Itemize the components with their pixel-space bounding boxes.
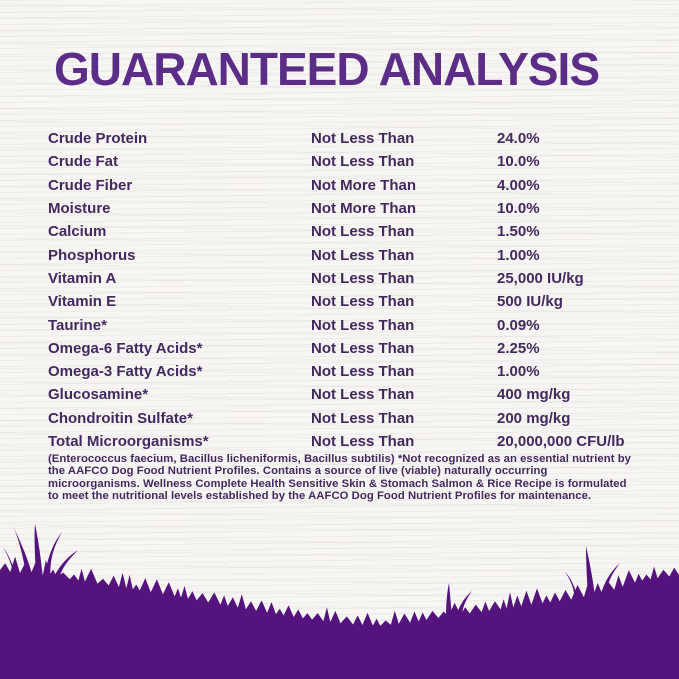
nutrient-condition: Not Less Than xyxy=(311,269,415,287)
table-row: Omega-6 Fatty Acids* Not Less Than 2.25% xyxy=(48,337,648,360)
nutrient-name: Calcium xyxy=(48,223,107,241)
nutrient-value: 10.0% xyxy=(497,200,540,218)
table-row: Moisture Not More Than 10.0% xyxy=(48,197,648,220)
grass-blade xyxy=(586,546,595,597)
table-row: Glucosamine* Not Less Than 400 mg/kg xyxy=(48,383,648,406)
grass-blade xyxy=(44,532,62,580)
nutrient-condition: Not Less Than xyxy=(311,433,415,450)
nutrient-value: 20,000,000 CFU/lb xyxy=(497,433,625,450)
nutrient-value: 25,000 IU/kg xyxy=(497,269,584,287)
nutrient-name: Vitamin A xyxy=(48,269,117,287)
table-row: Taurine* Not Less Than 0.09% xyxy=(48,313,648,336)
nutrient-value: 2.25% xyxy=(497,339,540,357)
nutrient-condition: Not More Than xyxy=(311,200,416,218)
nutrient-value: 4.00% xyxy=(497,176,540,194)
nutrient-condition: Not Less Than xyxy=(311,130,415,148)
footnote-text: (Enterococcus faecium, Bacillus lichenif… xyxy=(48,453,631,503)
nutrient-condition: Not Less Than xyxy=(311,409,415,427)
nutrient-name: Total Microorganisms* xyxy=(48,433,209,450)
nutrient-name: Crude Fat xyxy=(48,153,119,171)
grass-blade xyxy=(446,583,452,617)
grass-blade xyxy=(456,591,472,618)
grass-blade xyxy=(565,572,578,600)
nutrient-condition: Not Less Than xyxy=(311,293,415,311)
nutrient-condition: Not Less Than xyxy=(311,339,415,357)
nutrient-condition: Not Less Than xyxy=(311,386,415,404)
nutrient-name: Glucosamine* xyxy=(48,386,149,404)
nutrient-value: 1.00% xyxy=(497,246,540,264)
analysis-table: Crude Protein Not Less Than 24.0% Crude … xyxy=(48,127,648,453)
table-row: Omega-3 Fatty Acids* Not Less Than 1.00% xyxy=(48,360,648,383)
nutrient-name: Crude Protein xyxy=(48,130,148,148)
table-row: Crude Fiber Not More Than 4.00% xyxy=(48,174,648,197)
grass-silhouette xyxy=(0,524,679,679)
table-row: Chondroitin Sulfate* Not Less Than 200 m… xyxy=(48,407,648,430)
table-row: Vitamin E Not Less Than 500 IU/kg xyxy=(48,290,648,313)
nutrient-value: 24.0% xyxy=(497,130,540,148)
table-row: Crude Fat Not Less Than 10.0% xyxy=(48,150,648,173)
nutrient-name: Chondroitin Sulfate* xyxy=(48,409,193,427)
table-row: Crude Protein Not Less Than 24.0% xyxy=(48,127,648,150)
grass-blade xyxy=(600,563,620,598)
nutrient-value: 0.09% xyxy=(497,316,540,334)
nutrient-value: 1.00% xyxy=(497,363,540,381)
table-row: Calcium Not Less Than 1.50% xyxy=(48,220,648,243)
grass-blade xyxy=(34,524,43,578)
nutrient-value: 10.0% xyxy=(497,153,540,171)
nutrient-condition: Not Less Than xyxy=(311,363,415,381)
nutrient-name: Crude Fiber xyxy=(48,176,133,194)
page-title: GUARANTEED ANALYSIS xyxy=(54,43,600,95)
nutrient-name: Omega-6 Fatty Acids* xyxy=(48,339,203,357)
nutrient-condition: Not Less Than xyxy=(311,246,415,264)
nutrient-condition: Not More Than xyxy=(311,176,416,194)
nutrient-name: Moisture xyxy=(48,200,111,218)
nutrient-condition: Not Less Than xyxy=(311,316,415,334)
nutrient-condition: Not Less Than xyxy=(311,153,415,171)
grass-blade xyxy=(52,550,78,583)
table-row: Phosphorus Not Less Than 1.00% xyxy=(48,243,648,266)
nutrient-value: 1.50% xyxy=(497,223,540,241)
nutrient-name: Taurine* xyxy=(48,316,107,334)
table-row: Total Microorganisms* Not Less Than 20,0… xyxy=(48,430,648,453)
table-row: Vitamin A Not Less Than 25,000 IU/kg xyxy=(48,267,648,290)
grass-blade xyxy=(3,547,17,580)
nutrient-value: 500 IU/kg xyxy=(497,293,563,311)
nutrient-condition: Not Less Than xyxy=(311,223,415,241)
nutrient-name: Omega-3 Fatty Acids* xyxy=(48,363,203,381)
nutrient-value: 200 mg/kg xyxy=(497,409,571,427)
nutrient-name: Phosphorus xyxy=(48,246,136,264)
nutrient-name: Vitamin E xyxy=(48,293,117,311)
grass-mound xyxy=(0,556,679,679)
grass-blade xyxy=(13,526,33,578)
nutrient-value: 400 mg/kg xyxy=(497,386,571,404)
